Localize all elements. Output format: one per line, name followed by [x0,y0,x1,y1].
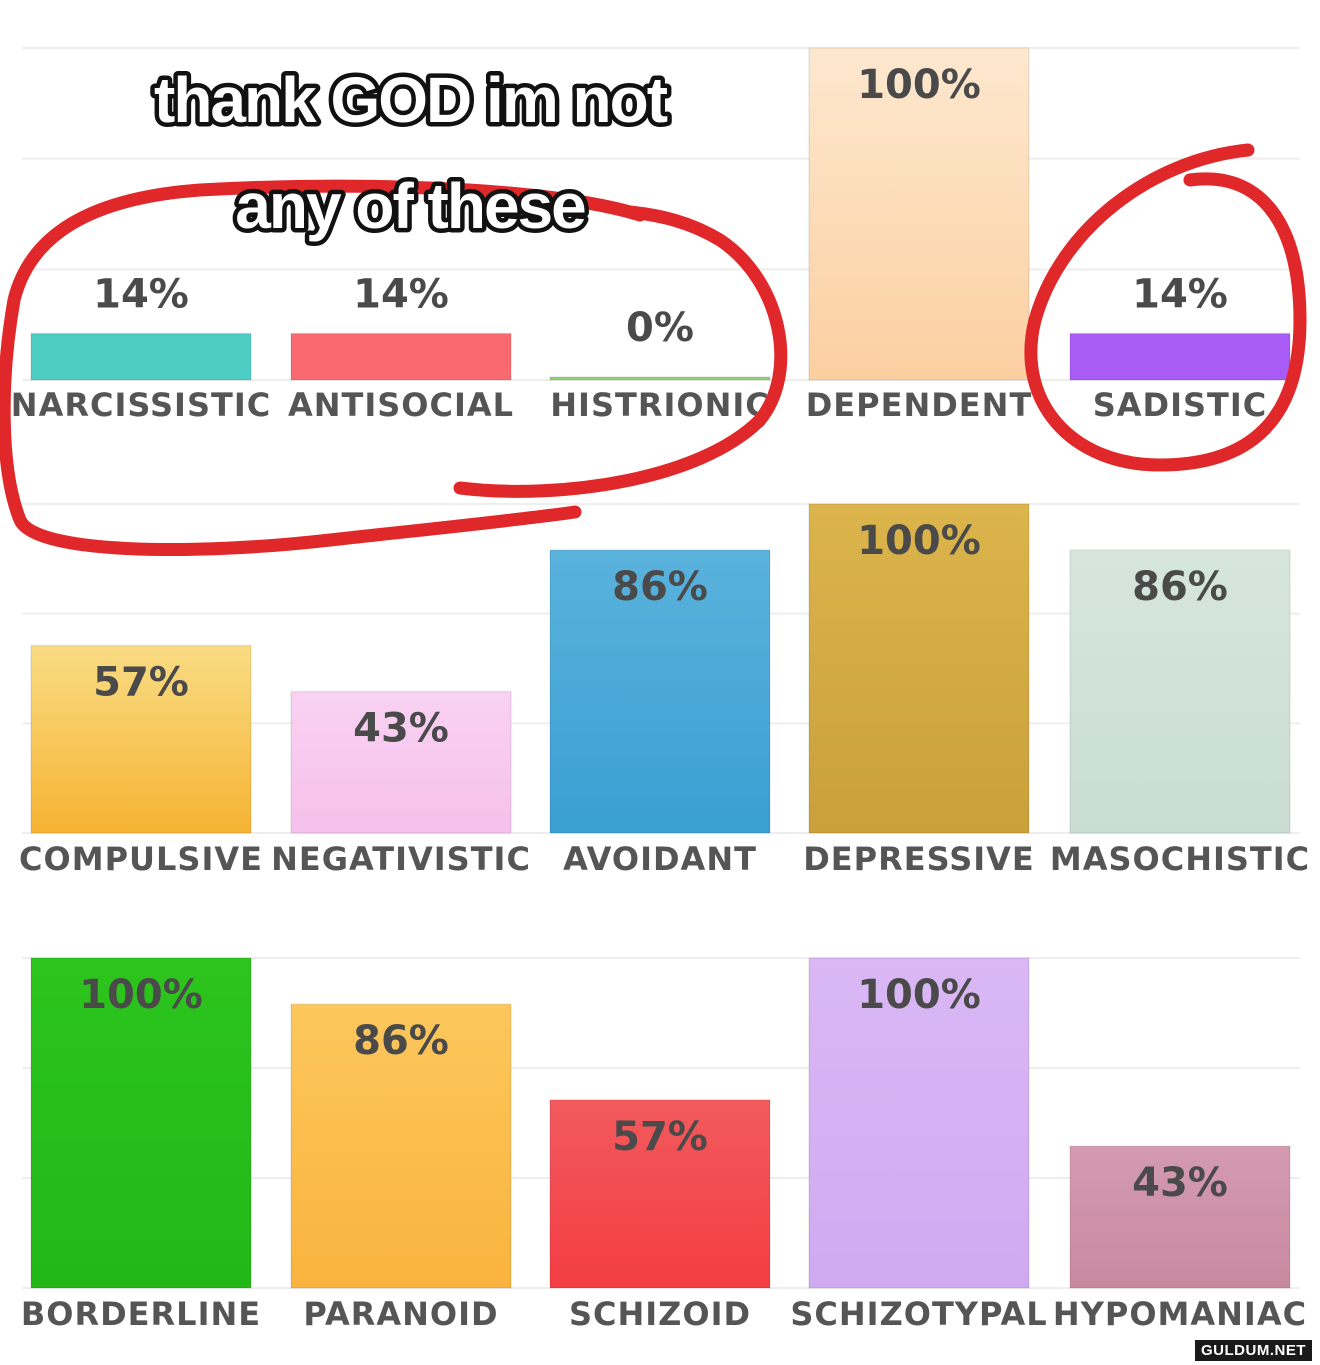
value-label-schizotypal: 100% [857,972,981,1018]
value-label-depressive: 100% [857,518,981,564]
bar-schizotypal [808,957,1030,1289]
value-label-dependent: 100% [857,62,981,108]
value-label-paranoid: 86% [353,1018,449,1064]
bar-compulsive [30,644,252,834]
category-label-dependent: DEPENDENT [806,386,1033,424]
category-label-avoidant: AVOIDANT [563,840,757,878]
bar-negativistic [290,690,512,835]
caption-line-2: any of these [235,170,585,242]
category-label-hypomaniac: HYPOMANIAC [1053,1295,1307,1333]
category-label-masochistic: MASOCHISTIC [1050,840,1310,878]
value-label-narcissistic: 14% [93,272,189,318]
bar-avoidant [549,549,771,834]
bar-antisocial [290,332,512,381]
category-label-paranoid: PARANOID [303,1295,498,1333]
value-label-sadistic: 14% [1132,272,1228,318]
value-label-histrionic: 0% [626,305,694,351]
value-label-avoidant: 86% [612,564,708,610]
bar-sadistic [1069,332,1291,381]
value-label-borderline: 100% [79,972,203,1018]
category-label-histrionic: HISTRIONIC [550,386,769,424]
bar-borderline [30,957,252,1289]
value-label-antisocial: 14% [353,272,449,318]
category-label-narcissistic: NARCISSISTIC [11,386,271,424]
category-label-negativistic: NEGATIVISTIC [271,840,531,878]
value-label-negativistic: 43% [353,706,449,752]
bar-paranoid [290,1003,512,1289]
category-label-schizotypal: SCHIZOTYPAL [790,1295,1047,1333]
category-label-sadistic: SADISTIC [1093,386,1268,424]
category-label-compulsive: COMPULSIVE [19,840,263,878]
red-circle-right-annotation [1024,143,1307,472]
bars-layer: 14% NARCISSISTIC 14% ANTISOCIAL 0% HISTRIONIC… [11,47,1310,1333]
bar-depressive [808,503,1030,834]
category-label-depressive: DEPRESSIVE [803,840,1035,878]
bar-hypomaniac [1069,1145,1291,1289]
red-circle-left-annotation [0,179,788,556]
bar-narcissistic [30,332,252,381]
bar-masochistic [1069,549,1291,834]
caption-line-1: thank GOD im not [154,64,668,136]
watermark-logo: GULDUM.NET [1195,1340,1312,1361]
bar-schizoid [549,1098,771,1290]
value-label-masochistic: 86% [1132,564,1228,610]
bar-histrionic [549,376,771,381]
category-label-schizoid: SCHIZOID [569,1295,751,1333]
value-label-hypomaniac: 43% [1132,1160,1228,1206]
bar-dependent [808,47,1030,381]
category-label-borderline: BORDERLINE [21,1295,261,1333]
value-label-schizoid: 57% [612,1114,708,1160]
value-label-compulsive: 57% [93,659,189,705]
category-label-antisocial: ANTISOCIAL [288,386,514,424]
